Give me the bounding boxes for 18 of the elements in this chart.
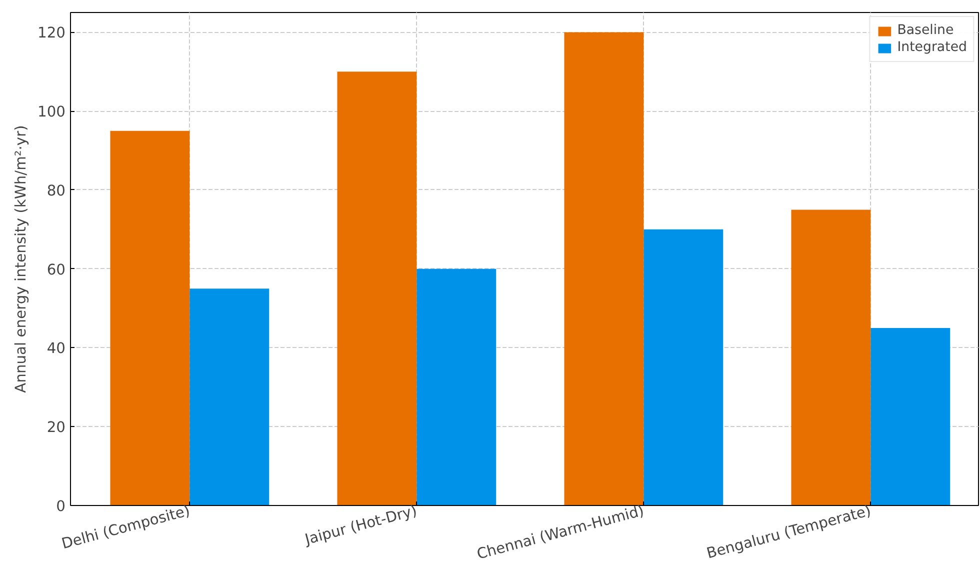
y-tick-label: 60 — [46, 261, 66, 278]
legend-label: Baseline — [897, 23, 954, 38]
bar — [870, 328, 950, 506]
y-tick-label: 100 — [38, 104, 66, 121]
bar — [644, 229, 724, 506]
bar — [791, 210, 871, 506]
bar — [416, 268, 496, 506]
y-tick-label: 0 — [56, 498, 66, 515]
y-axis-title: Annual energy intensity (kWh/m²·yr) — [12, 125, 30, 393]
bar — [337, 72, 417, 506]
bar — [564, 32, 644, 506]
legend-label: Integrated — [897, 40, 967, 55]
y-tick-label: 40 — [46, 340, 66, 358]
y-tick-label: 20 — [46, 419, 66, 436]
y-tick-label: 80 — [46, 182, 66, 200]
bar — [110, 130, 190, 506]
bar — [190, 288, 270, 506]
y-tick-label: 120 — [38, 24, 66, 42]
